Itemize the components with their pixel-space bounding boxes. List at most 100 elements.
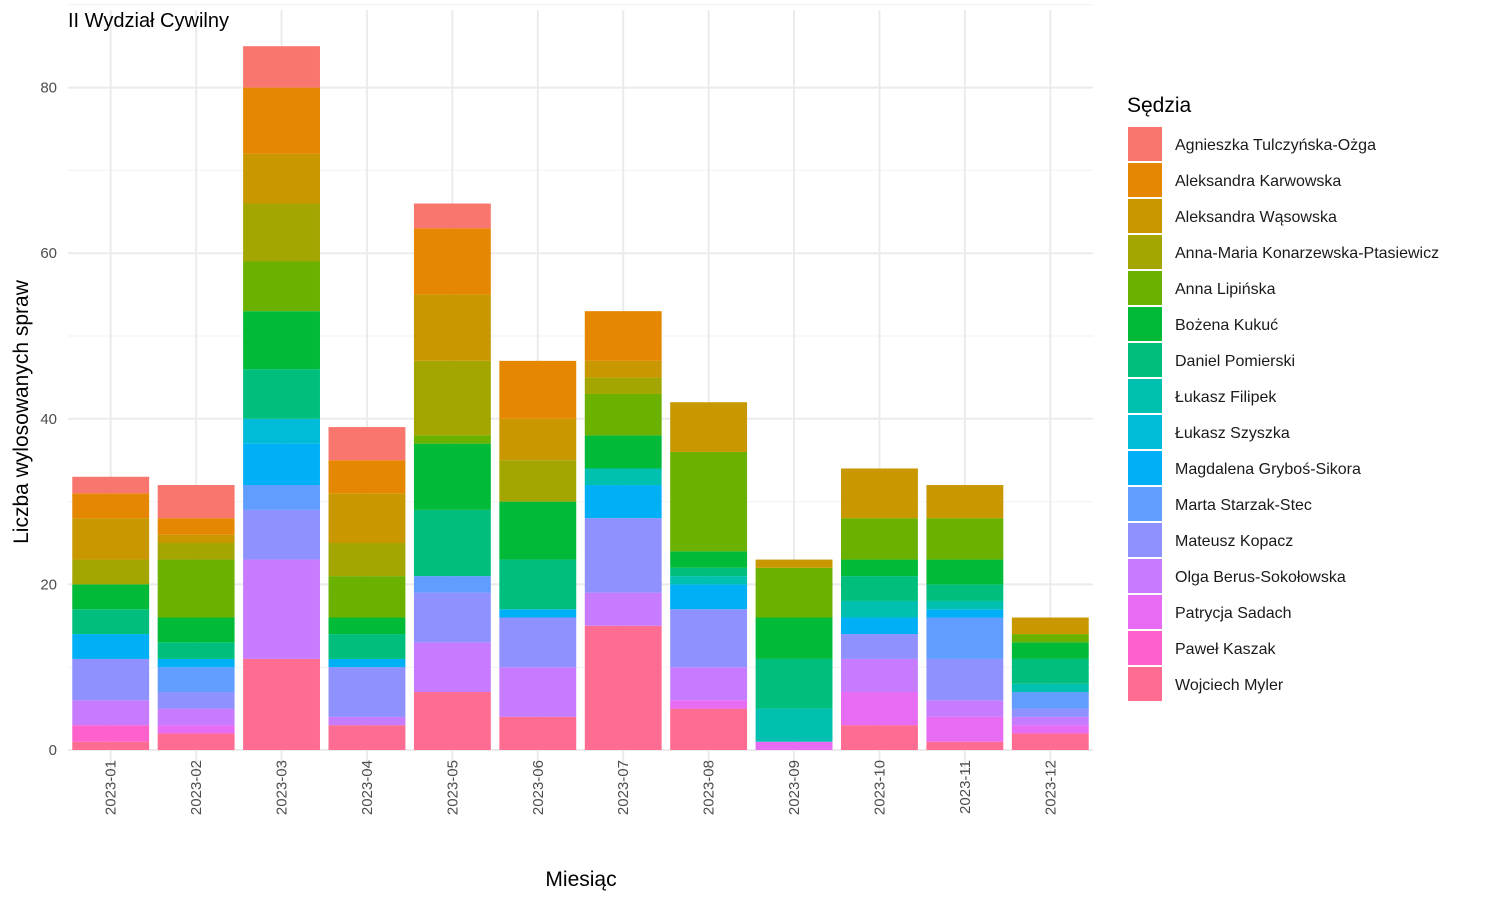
bar-segment	[243, 509, 320, 560]
bar-segment	[243, 485, 320, 510]
bar-segment	[157, 658, 235, 668]
bar-segment	[755, 708, 833, 742]
x-tick-label: 2023-08	[701, 760, 718, 815]
bar-segment	[328, 460, 406, 494]
bar-segment	[499, 667, 577, 717]
legend-swatch	[1128, 127, 1162, 161]
bar-segment	[841, 600, 918, 618]
bar-segment	[670, 451, 748, 552]
bar-segment	[1011, 634, 1089, 643]
x-tick-label: 2023-10	[871, 760, 888, 815]
bar-segment	[157, 667, 235, 693]
bar-segment	[841, 617, 918, 635]
bar-segment	[584, 311, 662, 361]
legend-swatch	[1128, 163, 1162, 197]
bar-segment	[157, 559, 235, 618]
y-axis-ticks: 0 20 40 60 80	[40, 80, 57, 759]
bar-segment	[413, 360, 491, 436]
bar-segment	[926, 485, 1004, 519]
bar-segment	[584, 625, 662, 750]
legend-label: Daniel Pomierski	[1175, 353, 1295, 370]
bar-segment	[157, 692, 235, 709]
legend-label: Paweł Kaszak	[1175, 641, 1276, 658]
bar-segment	[157, 725, 235, 734]
bar-segment	[584, 592, 662, 626]
x-axis-ticks: 2023-01 2023-02 2023-03 2023-04 2023-05 2023-…	[103, 760, 1060, 815]
bar-segment	[670, 567, 748, 577]
bar-segment	[243, 418, 320, 444]
bar-segment	[413, 509, 491, 577]
legend-label: Olga Berus-Sokołowska	[1175, 569, 1346, 586]
x-tick-label: 2023-05	[444, 760, 461, 815]
bar-segment	[328, 576, 406, 618]
legend-swatch	[1128, 379, 1162, 413]
bar-segment	[841, 725, 918, 750]
bar-segment	[841, 576, 918, 601]
bar-segment	[328, 634, 406, 659]
bar-segment	[499, 609, 577, 618]
bar-segment	[841, 518, 918, 560]
bar-segment	[328, 493, 406, 543]
bar-segment	[413, 203, 491, 229]
legend-label: Wojciech Myler	[1175, 677, 1284, 694]
bar-segment	[841, 692, 918, 726]
legend-title: Sędzia	[1127, 94, 1192, 117]
bar-segment	[926, 600, 1004, 610]
bar-segment	[499, 360, 577, 419]
bar-segment	[72, 741, 150, 750]
bar-segment	[1011, 658, 1089, 684]
legend-label: Patrycja Sadach	[1175, 605, 1292, 622]
bar-segment	[157, 642, 235, 659]
legend-swatch	[1128, 235, 1162, 269]
bar-segment	[584, 468, 662, 486]
legend-label: Marta Starzak-Stec	[1175, 497, 1312, 514]
bar-segment	[670, 576, 748, 585]
bar-segment	[243, 46, 320, 88]
bar-segment	[926, 716, 1004, 742]
bar-segment	[499, 617, 577, 668]
bar-segment	[328, 543, 406, 577]
bar-segment	[72, 559, 150, 585]
bar-segment	[72, 725, 150, 742]
bar-segment	[670, 708, 748, 750]
x-tick-label: 2023-07	[615, 760, 632, 815]
legend-label: Aleksandra Karwowska	[1175, 173, 1341, 190]
y-axis-title: Liczba wylosowanych spraw	[10, 279, 33, 544]
bar-segment	[755, 559, 833, 568]
bar-segment	[1011, 725, 1089, 734]
legend-swatch	[1128, 199, 1162, 233]
y-tick-label: 20	[40, 576, 57, 593]
legend-swatch	[1128, 631, 1162, 665]
legend-swatch	[1128, 271, 1162, 305]
bar-segment	[841, 658, 918, 693]
bar-segment	[841, 468, 918, 519]
bar-segment	[584, 393, 662, 436]
bar-segment	[157, 485, 235, 519]
y-tick-label: 80	[40, 80, 57, 97]
bar-segment	[841, 634, 918, 659]
x-tick-label: 2023-09	[786, 760, 803, 815]
legend-label: Aleksandra Wąsowska	[1175, 209, 1337, 226]
bar-segment	[584, 360, 662, 378]
bar-segment	[413, 443, 491, 510]
bar-segment	[670, 551, 748, 568]
bar-segment	[157, 534, 235, 543]
bar-segment	[328, 427, 406, 461]
bar-segment	[1011, 716, 1089, 726]
bar-segment	[157, 518, 235, 535]
legend-swatch	[1128, 307, 1162, 341]
x-tick-label: 2023-04	[359, 760, 376, 815]
bar-segment	[755, 567, 833, 618]
bar-segment	[413, 294, 491, 361]
legend-label: Magdalena Gryboś-Sikora	[1175, 461, 1361, 478]
bar-segment	[926, 741, 1004, 750]
bar-segment	[243, 261, 320, 312]
bar-segment	[584, 377, 662, 394]
legend-label: Agnieszka Tulczyńska-Ożga	[1175, 137, 1376, 154]
x-tick-label: 2023-11	[957, 760, 974, 814]
legend-label: Anna Lipińska	[1175, 281, 1276, 298]
bar-segment	[328, 716, 406, 726]
bar-segment	[755, 658, 833, 709]
bar-segment	[157, 617, 235, 643]
